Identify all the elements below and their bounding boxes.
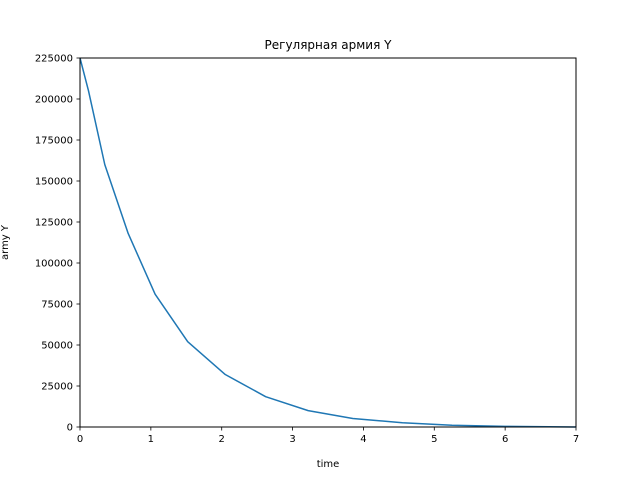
y-tick-label: 75000 bbox=[41, 300, 73, 311]
y-tick-label: 175000 bbox=[35, 136, 73, 147]
y-axis-title: army Y bbox=[0, 224, 11, 260]
y-axis: 0 25000 50000 75000 100000 125000 150000 175000… bbox=[35, 54, 80, 434]
x-tick-label: 2 bbox=[219, 434, 225, 445]
chart-title: Регулярная армия Y bbox=[265, 38, 393, 52]
y-tick-label: 25000 bbox=[41, 382, 73, 393]
plot-lines bbox=[79, 57, 577, 428]
y-tick-label: 100000 bbox=[35, 259, 73, 270]
x-axis-title: time bbox=[317, 459, 340, 470]
y-tick-label: 50000 bbox=[41, 341, 73, 352]
x-tick-label: 0 bbox=[77, 434, 83, 445]
x-tick-label: 4 bbox=[360, 434, 366, 445]
x-tick-label: 3 bbox=[289, 434, 295, 445]
y-tick-label: 125000 bbox=[35, 218, 73, 229]
y-tick-label: 200000 bbox=[35, 95, 73, 106]
y-tick-label: 150000 bbox=[35, 177, 73, 188]
y-tick-label: 0 bbox=[67, 423, 73, 434]
plot-frame bbox=[79, 57, 577, 428]
x-tick-label: 6 bbox=[502, 434, 508, 445]
series-line-0 bbox=[79, 57, 577, 428]
x-axis: 0 1 2 3 4 5 6 7 bbox=[77, 427, 579, 445]
x-tick-label: 5 bbox=[431, 434, 437, 445]
y-tick-label: 225000 bbox=[35, 54, 73, 65]
x-tick-label: 7 bbox=[573, 434, 579, 445]
x-tick-label: 1 bbox=[148, 434, 154, 445]
